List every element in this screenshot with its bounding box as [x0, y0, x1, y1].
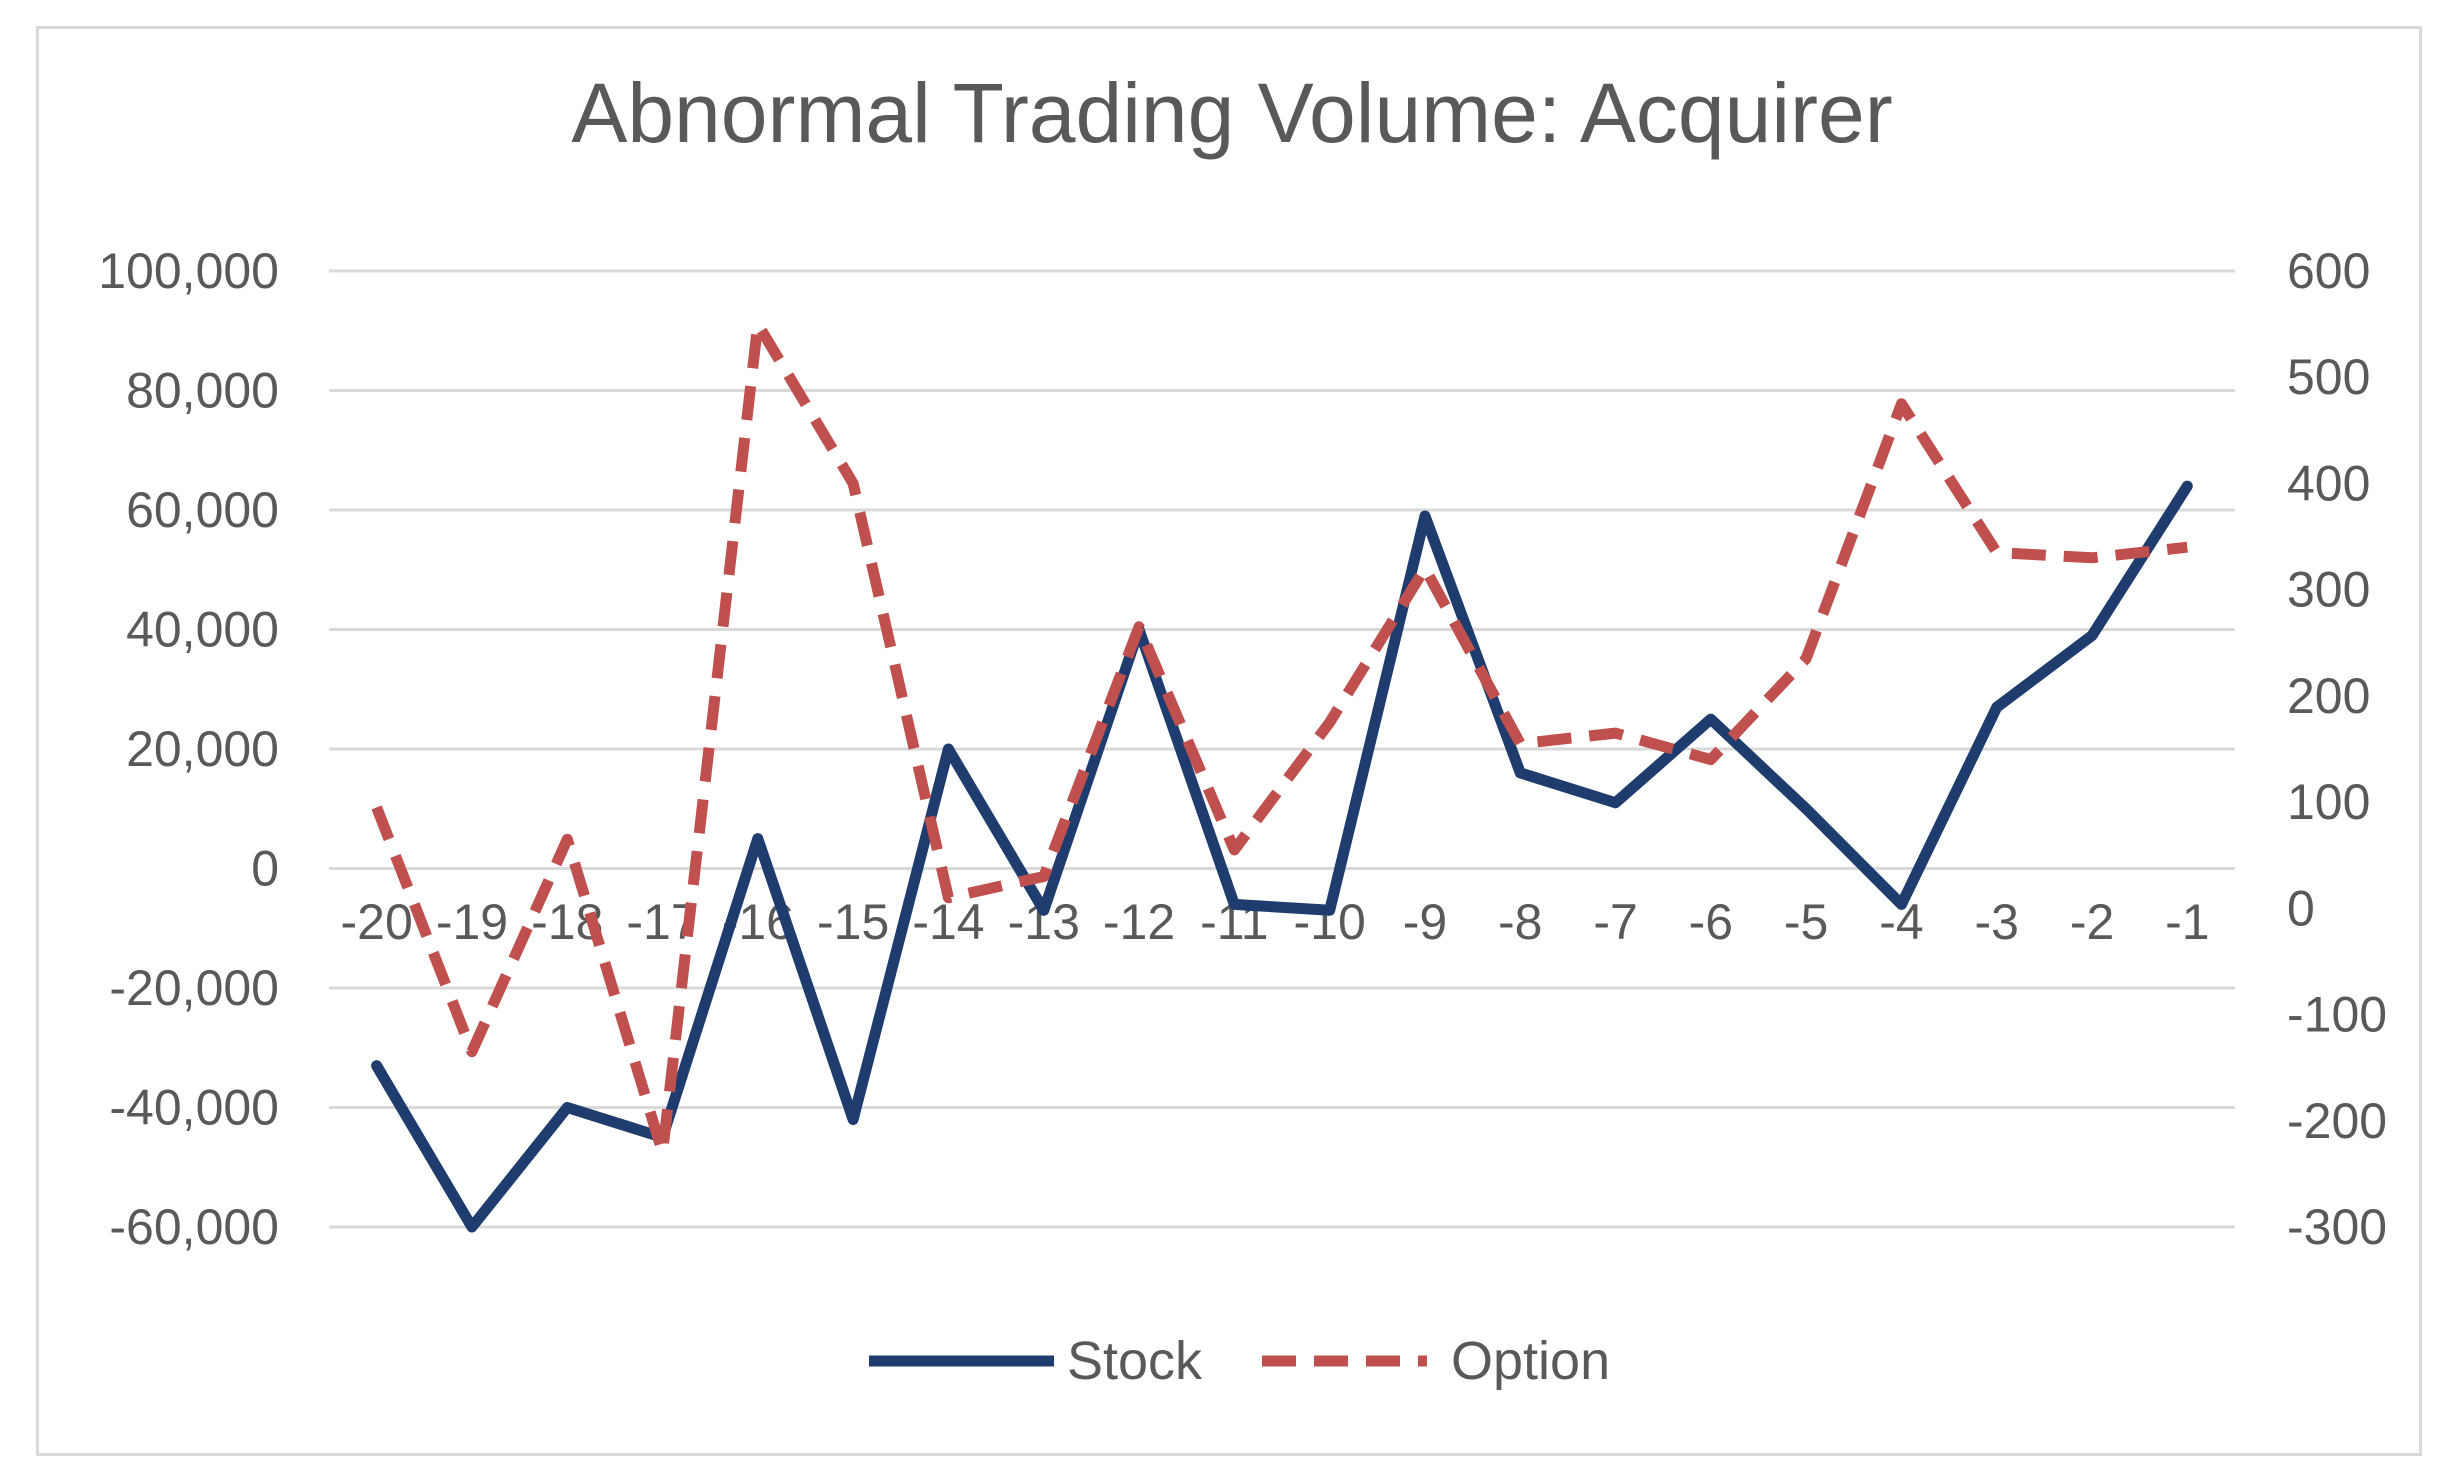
chart-canvas: Abnormal Trading Volume: Acquirer 100,00…	[98, 66, 2387, 1391]
chart-title: Abnormal Trading Volume: Acquirer	[571, 66, 1892, 160]
left-tick-label: -40,000	[109, 1080, 279, 1136]
left-tick-label: 40,000	[126, 602, 279, 658]
x-tick-label: -6	[1689, 894, 1733, 950]
right-tick-label: -100	[2287, 987, 2387, 1043]
series-line-stock	[371, 480, 2193, 1233]
left-tick-label: -60,000	[109, 1199, 279, 1255]
left-tick-label: 0	[251, 841, 279, 897]
x-tick-label: -5	[1784, 894, 1828, 950]
right-tick-label: 200	[2287, 668, 2370, 724]
right-tick-label: -300	[2287, 1199, 2387, 1255]
left-tick-label: 60,000	[126, 482, 279, 538]
gridlines	[329, 269, 2235, 1229]
right-tick-label: 100	[2287, 774, 2370, 830]
x-tick-label: -8	[1498, 894, 1542, 950]
right-tick-label: 300	[2287, 562, 2370, 618]
left-tick-label: 80,000	[126, 363, 279, 419]
right-tick-label: 0	[2287, 880, 2315, 936]
x-axis: -20 -19 -18 -17 -16 -15 -14 -13 -12 -11 -10 -9 -8 -7-…	[341, 894, 2210, 950]
x-tick-label: -12	[1103, 894, 1175, 950]
left-y-axis: 100,000 80,000 60,000 40,000 20,000 0 -20,000 -…	[98, 243, 279, 1255]
series-line-option	[371, 318, 2188, 1159]
x-tick-label: -2	[2070, 894, 2114, 950]
left-tick-label: 20,000	[126, 721, 279, 777]
right-y-axis: 600 500 400 300 200 100 0 -100 -200 -300	[2287, 243, 2387, 1255]
series-lines	[371, 318, 2193, 1233]
x-tick-label: -1	[2165, 894, 2209, 950]
legend: Stock Option	[869, 1331, 1610, 1391]
legend-label-option: Option	[1451, 1331, 1610, 1391]
x-tick-label: -19	[436, 894, 508, 950]
right-tick-label: 400	[2287, 455, 2370, 511]
right-tick-label: 600	[2287, 243, 2370, 299]
right-tick-label: 500	[2287, 349, 2370, 405]
legend-label-stock: Stock	[1067, 1331, 1203, 1391]
x-tick-label: -7	[1593, 894, 1637, 950]
x-tick-label: -9	[1403, 894, 1447, 950]
x-tick-label: -14	[912, 894, 984, 950]
right-tick-label: -200	[2287, 1093, 2387, 1149]
left-tick-label: 100,000	[98, 243, 279, 299]
left-tick-label: -20,000	[109, 960, 279, 1016]
x-tick-label: -15	[817, 894, 889, 950]
chart-frame: Abnormal Trading Volume: Acquirer 100,00…	[36, 26, 2422, 1456]
x-tick-label: -20	[341, 894, 413, 950]
x-tick-label: -3	[1975, 894, 2019, 950]
